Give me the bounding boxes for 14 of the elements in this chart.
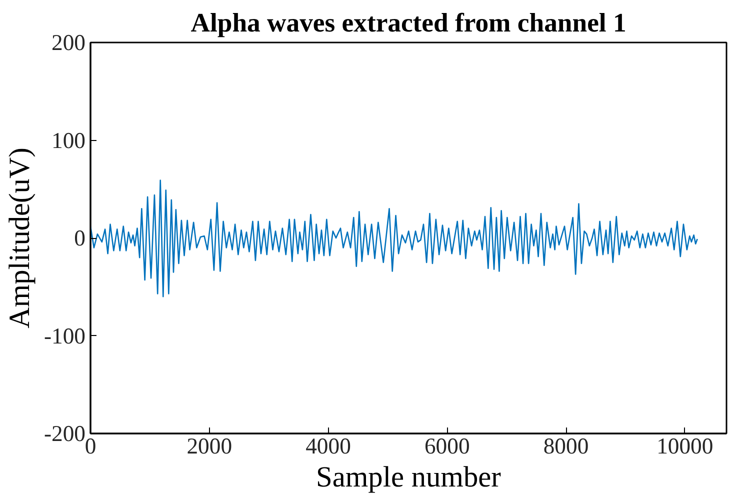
x-tick-label: 4000 xyxy=(306,434,351,458)
y-tick-label: 0 xyxy=(74,226,86,250)
x-tick-label: 2000 xyxy=(186,434,232,458)
y-tick-label: -200 xyxy=(44,421,86,446)
chart-title: Alpha waves extracted from channel 1 xyxy=(190,8,626,38)
x-tick-label: 6000 xyxy=(424,434,470,458)
x-tick-label: 10000 xyxy=(656,434,714,458)
x-tick-label: 8000 xyxy=(543,434,589,458)
y-axis-title: Amplitude(uV) xyxy=(4,148,36,328)
line-series xyxy=(90,180,698,298)
x-axis-title: Sample number xyxy=(316,462,502,494)
y-tick-label: 100 xyxy=(52,128,86,153)
y-tick-label: 200 xyxy=(52,30,86,55)
y-tick-label: -100 xyxy=(44,323,86,348)
